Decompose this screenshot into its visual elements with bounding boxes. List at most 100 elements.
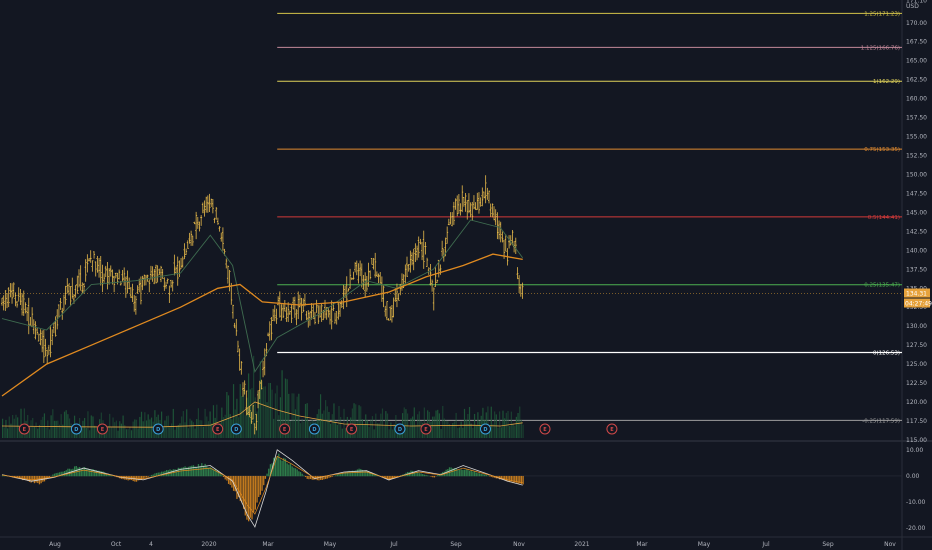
osc-histogram-bar bbox=[110, 474, 113, 477]
osc-histogram-bar bbox=[390, 475, 392, 480]
osc-histogram-bar bbox=[85, 469, 87, 477]
osc-histogram-bar bbox=[231, 475, 233, 488]
x-tick-5: May bbox=[324, 541, 337, 548]
osc-histogram-bar bbox=[204, 463, 206, 477]
volume-bar bbox=[356, 421, 358, 438]
volume-bar bbox=[127, 429, 129, 438]
volume-bar bbox=[68, 418, 71, 438]
y-tick-0: 115.00 bbox=[906, 437, 927, 444]
osc-histogram-bar bbox=[288, 464, 290, 477]
volume-bar bbox=[386, 413, 389, 438]
osc-histogram-bar bbox=[373, 473, 375, 477]
osc-histogram-bar bbox=[227, 475, 230, 484]
osc-histogram-bar bbox=[105, 473, 108, 477]
volume-bar bbox=[3, 427, 5, 438]
y-tick-19: 162.50 bbox=[906, 77, 927, 84]
volume-bar bbox=[140, 411, 143, 438]
volume-bar bbox=[502, 410, 504, 438]
volume-bar bbox=[119, 421, 121, 438]
osc-histogram-bar bbox=[299, 472, 302, 477]
volume-bar bbox=[475, 424, 477, 438]
osc-histogram-bar bbox=[219, 473, 221, 477]
osc-histogram-bar bbox=[483, 474, 486, 477]
event-marker-7 bbox=[308, 423, 320, 435]
osc-histogram-bar bbox=[187, 466, 190, 477]
osc-histogram-bar bbox=[99, 470, 101, 477]
volume-bar bbox=[251, 387, 253, 438]
osc-histogram-bar bbox=[473, 471, 476, 477]
volume-bar bbox=[331, 414, 333, 438]
osc-histogram-bar bbox=[348, 470, 350, 477]
x-tick-2: 4 bbox=[149, 541, 153, 548]
time-axis[interactable]: Aug Oct 4 2020 Mar May Jul Sep Nov 2021 Mar May Jul S… bbox=[49, 541, 896, 548]
volume-bar bbox=[457, 428, 459, 438]
volume-bar bbox=[244, 415, 246, 438]
volume-bar bbox=[412, 416, 414, 438]
volume-bar bbox=[381, 408, 384, 438]
osc-histogram-bar bbox=[467, 469, 469, 477]
volume-bar bbox=[179, 423, 181, 438]
volume-bar bbox=[117, 430, 119, 438]
volume-bar bbox=[492, 423, 494, 438]
volume-bar bbox=[273, 418, 275, 438]
osc-histogram-bar bbox=[346, 471, 349, 477]
volume-bar bbox=[336, 424, 338, 438]
osc-histogram-bar bbox=[340, 473, 342, 477]
event-marker-label-4: E bbox=[216, 427, 220, 433]
volume-bar bbox=[345, 428, 347, 438]
volume-bar bbox=[467, 413, 469, 438]
volume-bar bbox=[423, 407, 425, 438]
osc-histogram-bar bbox=[234, 475, 236, 492]
volume-bar bbox=[494, 411, 496, 438]
x-tick-7: Sep bbox=[450, 541, 462, 548]
osc-histogram-bar bbox=[58, 472, 61, 477]
osc-histogram-bar bbox=[515, 475, 518, 483]
volume-bar bbox=[335, 421, 337, 438]
osc-histogram-bar bbox=[246, 475, 248, 520]
osc-histogram-bar bbox=[57, 472, 59, 477]
y-tick-13: 147.50 bbox=[906, 190, 927, 197]
volume-bar bbox=[478, 421, 481, 438]
volume-bar bbox=[124, 425, 126, 438]
osc-histogram-bar bbox=[18, 475, 21, 479]
osc-histogram-bar bbox=[388, 475, 390, 481]
osc-histogram-bar bbox=[304, 475, 307, 478]
volume-bar bbox=[360, 406, 362, 438]
y-tick-3: 122.50 bbox=[906, 380, 927, 387]
volume-bar bbox=[207, 421, 210, 438]
osc-histogram-bar bbox=[502, 475, 504, 480]
volume-bar bbox=[253, 355, 255, 438]
osc-histogram-bar bbox=[321, 475, 323, 480]
osc-histogram-bar bbox=[500, 475, 503, 480]
event-marker-0 bbox=[18, 423, 30, 435]
volume-bar bbox=[57, 420, 59, 438]
volume-bar bbox=[388, 429, 390, 438]
volume-bar bbox=[433, 416, 435, 438]
osc-histogram-bar bbox=[341, 472, 344, 477]
osc-histogram-bar bbox=[152, 474, 154, 477]
osc-histogram-bar bbox=[395, 475, 397, 478]
osc-histogram-bar bbox=[263, 475, 265, 486]
volume-bar bbox=[460, 421, 462, 438]
osc-histogram-bar bbox=[237, 475, 240, 498]
event-marker-label-7: D bbox=[312, 427, 316, 433]
volume-bar bbox=[418, 411, 420, 438]
volume-bar bbox=[120, 423, 123, 438]
osc-histogram-bar bbox=[519, 475, 521, 484]
y-tick-22: 170.00 bbox=[906, 20, 927, 27]
osc-histogram-bar bbox=[274, 456, 277, 477]
moving-averages bbox=[1, 219, 524, 397]
event-marker-label-9: D bbox=[398, 427, 402, 433]
volume-bar bbox=[258, 391, 260, 438]
osc-histogram-bar bbox=[417, 472, 419, 477]
volume-bar bbox=[271, 389, 273, 438]
osc-histogram-bar bbox=[413, 471, 415, 477]
volume-bar bbox=[363, 424, 365, 438]
volume-bar bbox=[58, 424, 61, 438]
volume-bar bbox=[40, 419, 42, 438]
volume-bar bbox=[465, 419, 467, 438]
osc-histogram-bar bbox=[453, 468, 456, 477]
x-tick-1: Oct bbox=[111, 541, 122, 548]
volume-bar bbox=[172, 408, 174, 438]
volume-bar bbox=[330, 423, 332, 438]
